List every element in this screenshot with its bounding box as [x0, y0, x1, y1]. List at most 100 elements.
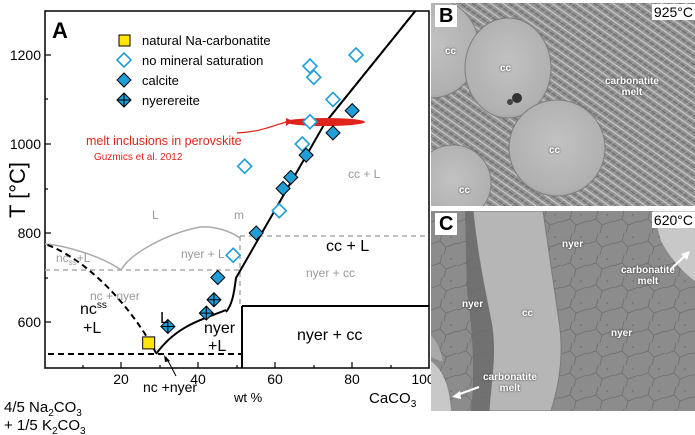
- annotation-line2: Guzmics et al. 2012: [94, 152, 183, 163]
- marker-calcite-0: [210, 269, 226, 286]
- grey-phase-lines: [45, 226, 429, 306]
- field-cc-l-black: cc + L: [326, 238, 369, 255]
- y-tick-1200: 1200: [10, 47, 41, 63]
- x-left-l1-sub1: 2: [48, 408, 54, 419]
- marker-no-saturation-1: [236, 158, 253, 175]
- x-left-l1-b: CO: [54, 399, 77, 416]
- marker-nyerereite-2: [206, 292, 222, 308]
- legend: natural Na-carbonatite no mineral satura…: [115, 33, 271, 108]
- panel-c-nyer-2: nyer: [462, 299, 484, 310]
- marker-calcite-6: [344, 102, 360, 119]
- marker-natural-0: [142, 336, 156, 350]
- field-ncss-l-grey-main: nc: [56, 251, 69, 265]
- marker-nyerereite-1: [198, 305, 214, 321]
- panel-b-melt-line1: carbonatite: [605, 76, 659, 87]
- panel-c-melt-2: carbonatite melt: [483, 372, 537, 394]
- phase-diagram-panel: 600 800 1000 1200 20 40 60 80 100 T [°C]…: [4, 10, 431, 435]
- sem-panel-b: B 925°C cc cc cc cc carbonatite melt: [431, 3, 695, 206]
- field-ncss-l-grey-sub: ss: [69, 258, 77, 267]
- x-right-sub: 3: [411, 399, 417, 410]
- panel-b-melt-line2: melt: [621, 87, 643, 98]
- panel-c-melt-2-line2: melt: [499, 383, 521, 394]
- field-nyer-black: nyer: [204, 320, 236, 337]
- legend-natural-marker: [118, 34, 131, 47]
- x-tick-40: 40: [190, 371, 206, 387]
- x-tick-20: 20: [113, 371, 129, 387]
- field-ncss-black: ncss: [80, 300, 107, 318]
- panel-b-temperature: 925°C: [651, 4, 695, 20]
- x-right-main: CaCO: [369, 390, 411, 407]
- x-left-l2-sub1: 2: [52, 426, 58, 435]
- marker-no-saturation-2: [271, 202, 288, 219]
- legend-no-saturation-marker: [115, 51, 133, 69]
- x-unit-label: wt %: [233, 390, 263, 405]
- sem-image-c: [431, 211, 695, 411]
- panel-b-cc-2: cc: [500, 63, 512, 74]
- panel-b-melt: carbonatite melt: [605, 76, 659, 98]
- x-right-endmember: CaCO3: [369, 390, 417, 410]
- marker-nyerereite-0: [160, 318, 176, 335]
- melt-inclusion-arrowhead: [286, 118, 293, 126]
- x-tick-60: 60: [267, 371, 283, 387]
- marker-no-saturation-0: [225, 247, 242, 264]
- legend-nyerereite-label: nyerereite: [142, 93, 200, 108]
- panel-c-melt-1-line2: melt: [637, 276, 659, 287]
- x-left-l2-a: + 1/5 K: [4, 417, 52, 434]
- marker-no-saturation-4: [301, 113, 319, 130]
- marker-no-saturation-7: [324, 91, 342, 108]
- y-tick-800: 800: [18, 225, 42, 241]
- field-nyer-cc-black: nyer + cc: [297, 327, 362, 344]
- sem-image-b: [431, 3, 695, 206]
- marker-calcite-1: [248, 225, 264, 241]
- legend-calcite-marker: [116, 72, 132, 88]
- legend-calcite-label: calcite: [142, 73, 179, 88]
- panel-c-arrows: [452, 251, 690, 399]
- sem-panel-c: C 620°C nyer nyer cc nyer carbonatite me…: [431, 211, 695, 411]
- melt-inclusion-arrow: [236, 121, 287, 134]
- panel-c-cc: cc: [522, 308, 534, 319]
- panel-c-nyer-1: nyer: [562, 239, 584, 250]
- y-ticks: [45, 54, 51, 323]
- melt-inclusion-ellipse: [285, 118, 365, 126]
- nc-nyer-arrowhead: [164, 355, 170, 362]
- field-ncss-l-grey: ncss+L: [56, 251, 91, 267]
- panel-c-temperature: 620°C: [651, 212, 695, 228]
- panel-c-nyer-3: nyer: [611, 328, 633, 339]
- legend-nyerereite-marker: [116, 92, 132, 108]
- x-left-l2-b: CO: [58, 417, 81, 434]
- field-nyer-l-black: +L: [208, 338, 226, 355]
- y-tick-600: 600: [18, 314, 42, 330]
- x-ticks: [82, 362, 392, 368]
- marker-no-saturation-3: [294, 135, 311, 153]
- x-tick-80: 80: [344, 371, 360, 387]
- panel-b-cc-4: cc: [459, 185, 471, 196]
- y-axis-label: T [°C]: [5, 162, 30, 218]
- field-m: m: [234, 208, 244, 222]
- black-phase-lines: [45, 11, 429, 368]
- x-left-l1-a: 4/5 Na: [4, 399, 49, 416]
- x-tick-100: 100: [411, 371, 431, 387]
- field-ncss-l-black: +L: [83, 320, 101, 337]
- panel-b-label: B: [435, 5, 458, 27]
- legend-natural-label: natural Na-carbonatite: [142, 33, 271, 48]
- field-l-black: L: [160, 310, 169, 327]
- legend-no-saturation-label: no mineral saturation: [142, 53, 263, 68]
- field-ncss-sub: ss: [97, 300, 107, 311]
- panel-b-cc-3: cc: [549, 145, 561, 156]
- field-nyer-l-grey: nyer + L: [181, 247, 225, 261]
- field-nyer-cc-grey: nyer + cc: [306, 266, 355, 280]
- marker-calcite-4: [298, 147, 314, 163]
- panel-c-melt-2-line1: carbonatite: [483, 372, 537, 383]
- panel-b-cc-1: cc: [445, 46, 457, 57]
- marker-no-saturation-6: [305, 69, 322, 86]
- panel-c-arrow-1: [670, 254, 687, 270]
- field-ncss-l-grey-rest: +L: [77, 251, 91, 265]
- field-l-grey: L: [152, 208, 159, 222]
- field-nc-nyer-grey: nc + nyer: [90, 289, 140, 303]
- x-left-l1-sub2: 3: [76, 408, 82, 419]
- field-cc-l-grey: cc + L: [348, 167, 381, 181]
- panel-c-arrow-2: [456, 386, 480, 396]
- x-left-endmember-line2: + 1/5 K2CO3: [4, 417, 86, 435]
- x-left-endmember-line1: 4/5 Na2CO3: [4, 399, 82, 419]
- field-ncss-main: nc: [80, 301, 97, 318]
